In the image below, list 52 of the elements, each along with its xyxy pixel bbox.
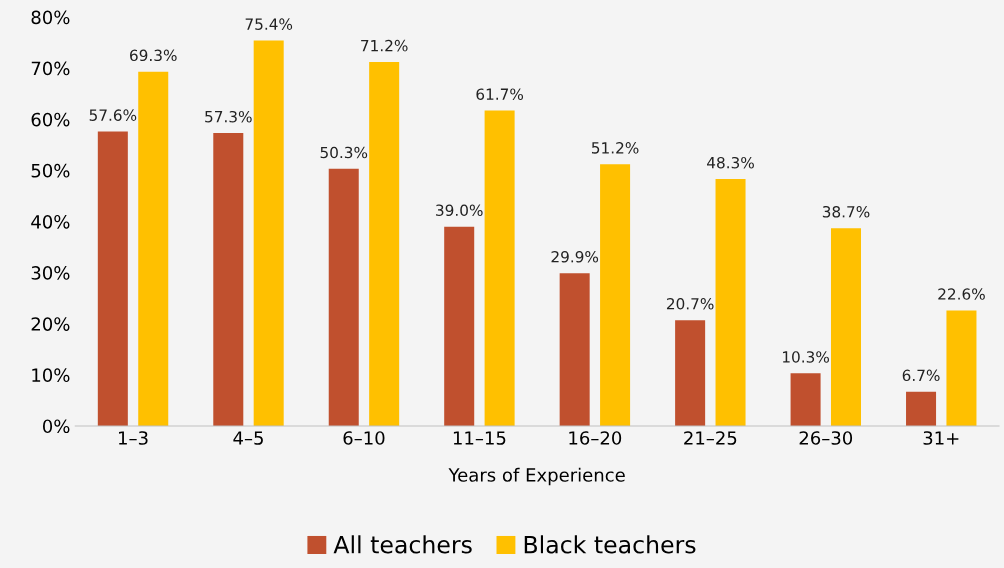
data-label: 29.9%: [551, 250, 599, 263]
data-label: 48.3%: [707, 156, 754, 169]
data-label: 57.6%: [89, 109, 137, 121]
data-label: 71.2%: [361, 39, 408, 52]
data-label: 69.3%: [130, 49, 177, 62]
x-tick-label: 1–3: [119, 431, 148, 445]
data-label: 75.4%: [245, 18, 293, 30]
x-tick-label: 26–30: [799, 431, 853, 445]
data-label: 22.6%: [938, 288, 985, 300]
data-label: 20.7%: [666, 298, 714, 310]
data-label: 51.2%: [591, 142, 639, 154]
data-label: 10.3%: [783, 351, 830, 363]
data-label: 38.7%: [822, 205, 870, 218]
x-tick-label: 16–20: [569, 431, 622, 445]
bar: [675, 320, 706, 426]
y-tick-label: 80%: [31, 10, 70, 25]
data-label: 61.7%: [476, 88, 524, 100]
data-label: 6.7%: [902, 369, 940, 382]
bar: [444, 226, 475, 426]
y-tick-label: 10%: [32, 368, 70, 382]
bar: [946, 310, 977, 426]
bar: [213, 133, 244, 426]
y-tick-label: 30%: [31, 266, 70, 280]
y-tick-label: 70%: [31, 61, 70, 76]
bar: [484, 110, 515, 426]
bar: [138, 71, 169, 426]
bar: [906, 391, 937, 426]
x-tick-label: 6–10: [343, 431, 385, 445]
data-label: 39.0%: [436, 204, 483, 216]
bar: [369, 62, 400, 426]
bar: [328, 168, 359, 426]
legend-label: Black teachers: [524, 535, 696, 554]
y-tick-label: 40%: [31, 214, 70, 229]
y-tick-label: 60%: [31, 112, 70, 127]
bar: [97, 131, 128, 426]
x-tick-label: 21–25: [684, 431, 737, 445]
bar: [253, 40, 284, 426]
x-axis-title: Years of Experience: [448, 467, 625, 486]
bar: [600, 164, 631, 426]
y-tick-label: 0%: [42, 419, 70, 434]
bar: [790, 373, 821, 426]
y-tick-label: 50%: [31, 163, 70, 178]
bar: [830, 228, 862, 426]
legend-label: All teachers: [333, 535, 472, 554]
y-tick-label: 20%: [31, 317, 70, 331]
bar: [715, 179, 746, 426]
data-label: 57.3%: [205, 110, 252, 123]
data-label: 50.3%: [320, 146, 368, 159]
bar: [559, 273, 590, 426]
x-tick-label: 11–15: [453, 431, 506, 445]
x-tick-label: 4–5: [233, 431, 263, 445]
x-tick-label: 31+: [923, 431, 959, 445]
